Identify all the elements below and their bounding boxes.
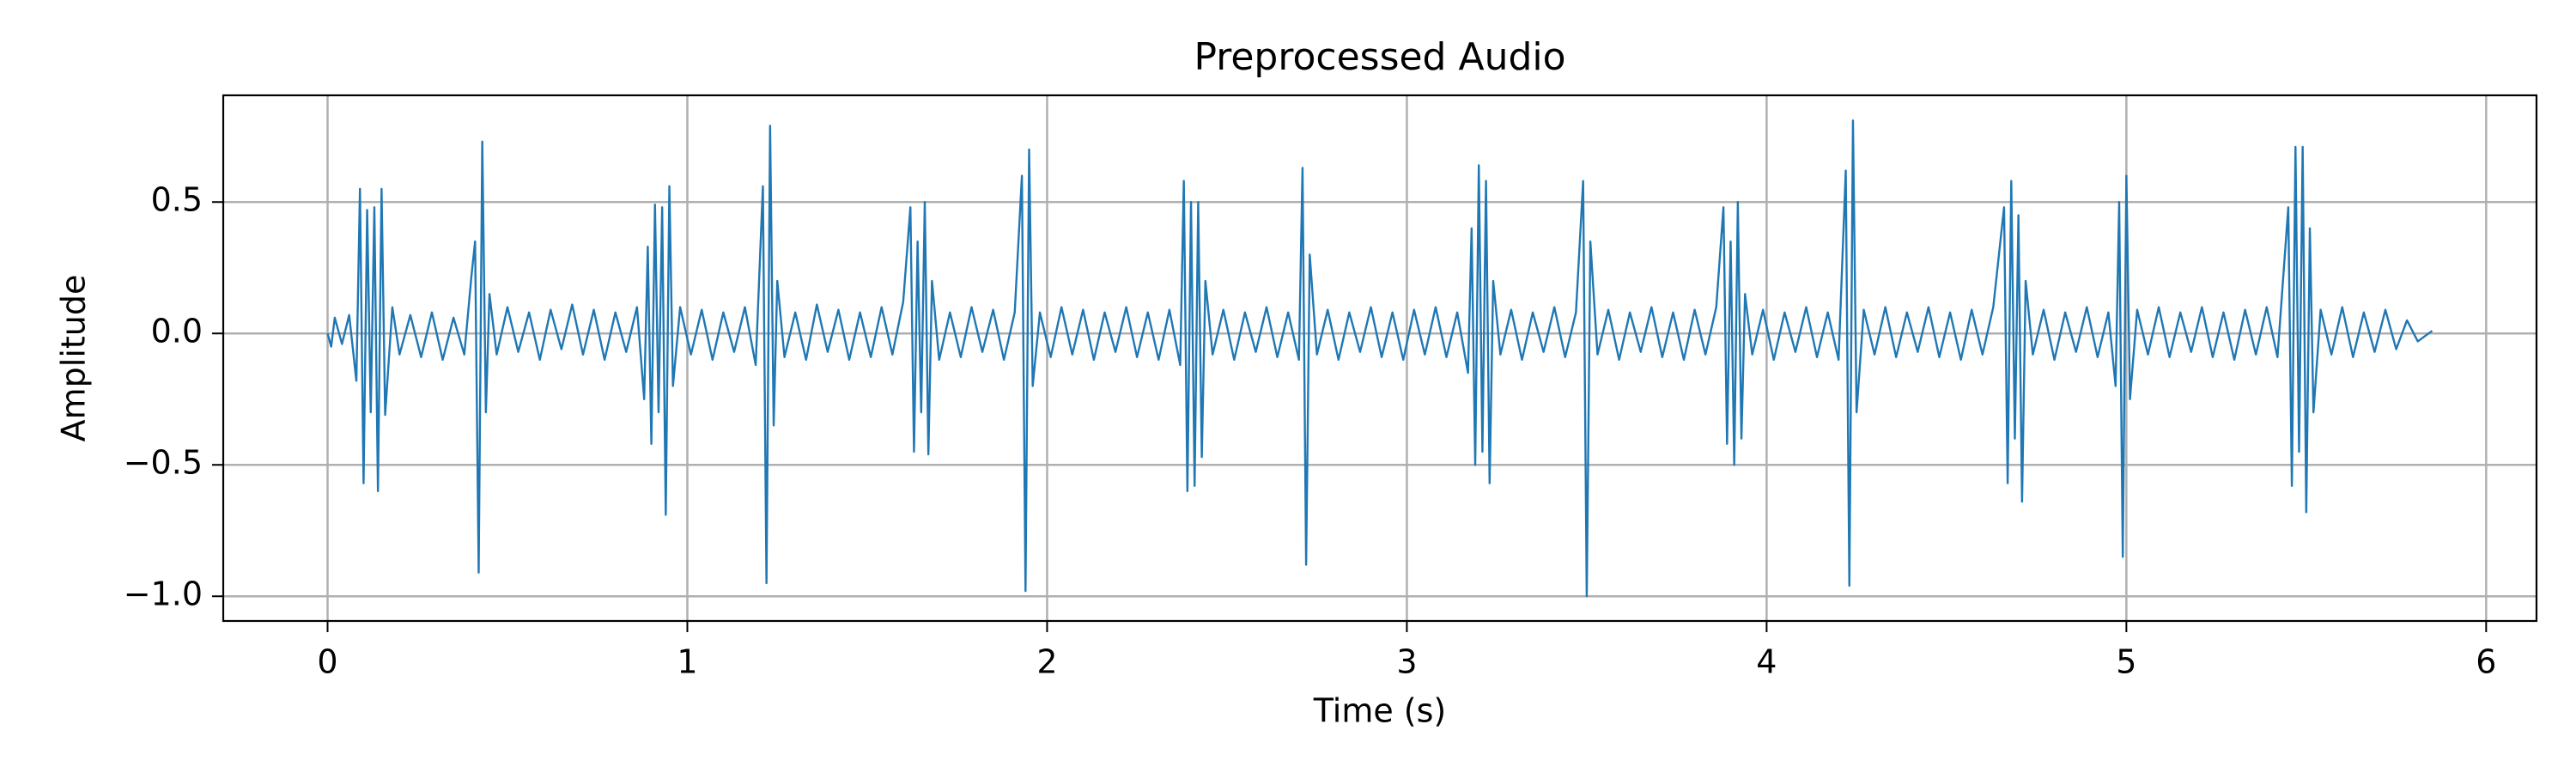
y-tick-label: −0.5 xyxy=(124,444,203,482)
x-tick-label: 1 xyxy=(677,643,697,681)
chart-title: Preprocessed Audio xyxy=(1194,35,1565,79)
x-tick-label: 6 xyxy=(2476,643,2496,681)
x-tick-label: 2 xyxy=(1036,643,1057,681)
y-tick-label: −1.0 xyxy=(124,575,203,613)
plot-frame xyxy=(222,94,2538,623)
x-axis-label: Time (s) xyxy=(1313,692,1447,730)
y-tick-label: 0.5 xyxy=(151,181,203,219)
x-tick-label: 4 xyxy=(1756,643,1777,681)
waveform-line xyxy=(326,119,2433,598)
x-tick-label: 3 xyxy=(1396,643,1417,681)
y-axis-label: Amplitude xyxy=(55,275,93,442)
y-tick-label: 0.0 xyxy=(151,313,203,350)
x-tick-label: 0 xyxy=(317,643,337,681)
x-tick-label: 5 xyxy=(2116,643,2136,681)
